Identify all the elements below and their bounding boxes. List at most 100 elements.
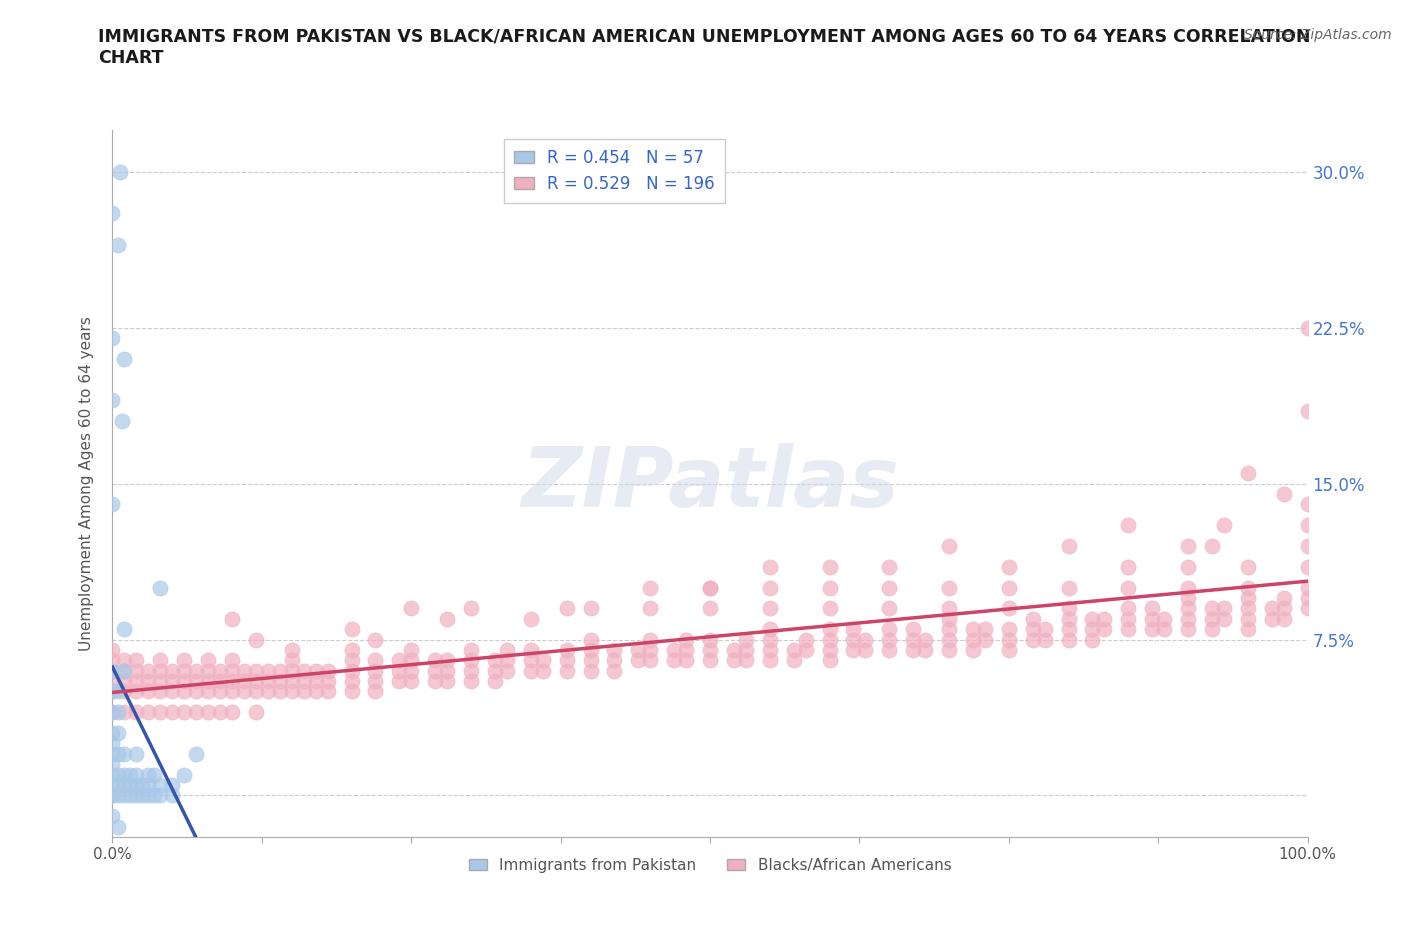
Point <box>125 747 148 762</box>
Point <box>101 788 124 803</box>
Point <box>305 684 328 699</box>
Point <box>1296 580 1319 595</box>
Point <box>1213 601 1236 616</box>
Point <box>340 643 363 658</box>
Point <box>879 621 901 636</box>
Point <box>101 684 124 699</box>
Point <box>125 653 148 668</box>
Point <box>149 684 172 699</box>
Point <box>197 673 219 688</box>
Point <box>173 767 195 782</box>
Point <box>340 663 363 678</box>
Point <box>1213 611 1236 626</box>
Point <box>603 653 626 668</box>
Point <box>107 237 129 252</box>
Point <box>1153 611 1175 626</box>
Point <box>281 663 304 678</box>
Point <box>1237 621 1260 636</box>
Point <box>138 684 160 699</box>
Point <box>496 663 519 678</box>
Point <box>186 747 208 762</box>
Point <box>107 767 129 782</box>
Point <box>173 705 195 720</box>
Point <box>245 705 267 720</box>
Point <box>1237 580 1260 595</box>
Point <box>1272 611 1295 626</box>
Point <box>555 653 578 668</box>
Point <box>425 653 447 668</box>
Point <box>1201 621 1223 636</box>
Point <box>735 632 758 647</box>
Point <box>221 684 243 699</box>
Point <box>1142 621 1164 636</box>
Point <box>818 580 841 595</box>
Point <box>699 580 721 595</box>
Point <box>460 601 482 616</box>
Point <box>723 643 745 658</box>
Point <box>735 653 758 668</box>
Point <box>101 747 124 762</box>
Point <box>1237 591 1260 605</box>
Point <box>640 653 662 668</box>
Point <box>998 643 1021 658</box>
Point <box>233 673 256 688</box>
Point <box>1296 497 1319 512</box>
Text: Source: ZipAtlas.com: Source: ZipAtlas.com <box>1244 28 1392 42</box>
Point <box>114 767 135 782</box>
Point <box>818 632 841 647</box>
Point <box>340 621 363 636</box>
Point <box>794 632 817 647</box>
Point <box>316 673 339 688</box>
Point <box>101 788 124 803</box>
Point <box>1261 611 1284 626</box>
Point <box>640 632 662 647</box>
Point <box>1201 601 1223 616</box>
Point <box>131 788 153 803</box>
Point <box>855 643 877 658</box>
Point <box>138 767 160 782</box>
Point <box>114 777 135 792</box>
Point <box>125 663 148 678</box>
Point <box>107 725 129 740</box>
Point <box>209 663 232 678</box>
Point <box>388 673 411 688</box>
Point <box>1033 632 1056 647</box>
Point <box>818 621 841 636</box>
Point <box>1177 591 1199 605</box>
Point <box>364 684 387 699</box>
Point <box>1118 621 1140 636</box>
Point <box>281 673 304 688</box>
Point <box>173 653 195 668</box>
Point <box>114 352 135 366</box>
Point <box>759 643 782 658</box>
Point <box>101 663 124 678</box>
Point <box>101 673 124 688</box>
Point <box>436 673 458 688</box>
Point <box>125 673 148 688</box>
Point <box>664 643 686 658</box>
Point <box>1177 538 1199 553</box>
Point <box>1081 632 1104 647</box>
Point <box>269 663 291 678</box>
Point <box>974 632 997 647</box>
Point <box>221 705 243 720</box>
Point <box>114 788 135 803</box>
Point <box>675 632 697 647</box>
Point <box>340 673 363 688</box>
Point <box>484 673 506 688</box>
Point <box>101 788 124 803</box>
Point <box>818 559 841 574</box>
Point <box>1177 559 1199 574</box>
Point <box>1296 404 1319 418</box>
Point <box>388 653 411 668</box>
Point <box>292 684 315 699</box>
Point <box>131 777 153 792</box>
Point <box>938 580 960 595</box>
Point <box>340 653 363 668</box>
Point <box>197 653 219 668</box>
Point <box>555 643 578 658</box>
Point <box>107 705 129 720</box>
Point <box>938 643 960 658</box>
Point <box>257 673 280 688</box>
Point <box>1213 518 1236 533</box>
